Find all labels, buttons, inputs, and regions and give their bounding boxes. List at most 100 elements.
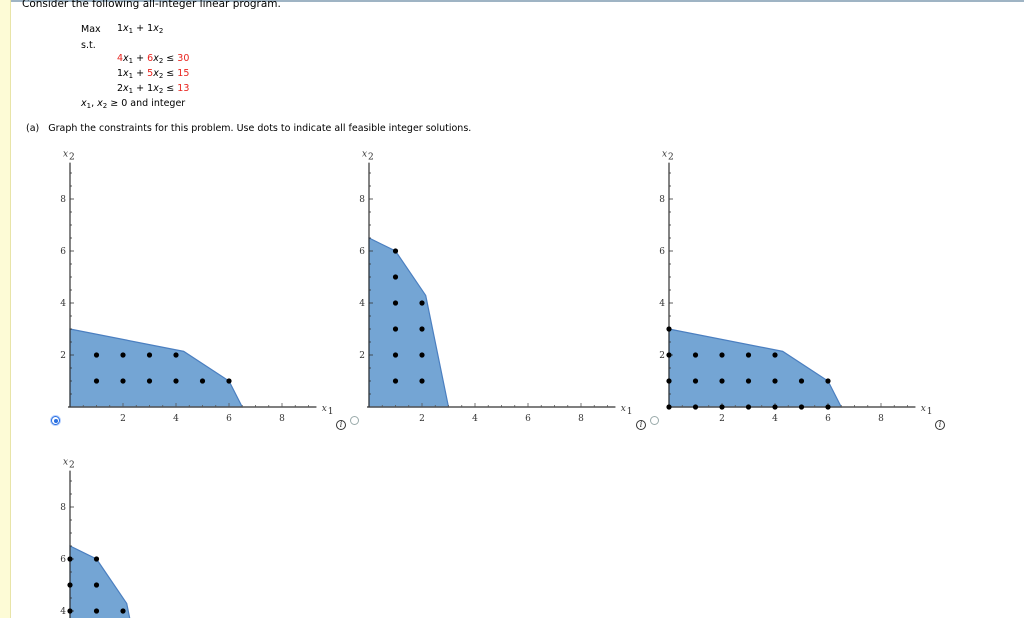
- constraint-3: 2x1 + 1x2 ≤ 13: [117, 83, 190, 95]
- svg-text:2: 2: [69, 461, 75, 471]
- y-tick-label: 8: [60, 503, 66, 513]
- x-tick-label: 2: [719, 414, 725, 424]
- integer-solution-dot: [173, 378, 179, 384]
- nonnegativity-constraint: x1, x2 ≥ 0 and integer: [81, 98, 186, 110]
- y-tick-label: 8: [359, 195, 365, 205]
- y-tick-label: 4: [60, 299, 66, 309]
- x-axis-label: x: [621, 404, 626, 414]
- integer-solution-dot: [692, 404, 699, 410]
- integer-solution-dot: [419, 326, 425, 332]
- y-tick-label: 6: [60, 555, 66, 565]
- part-a-label: (a): [26, 123, 40, 134]
- integer-solution-dot: [692, 378, 699, 384]
- integer-solution-dot: [173, 352, 179, 358]
- svg-text:1: 1: [627, 407, 633, 417]
- integer-solution-dot: [392, 378, 399, 384]
- integer-solution-dot: [825, 404, 831, 410]
- y-tick-label: 8: [659, 195, 665, 205]
- integer-solution-dot: [146, 352, 153, 358]
- integer-solution-dot: [745, 404, 752, 410]
- info-icon-option-1[interactable]: i: [336, 420, 346, 430]
- y-tick-label: 4: [359, 299, 365, 309]
- integer-solution-dot: [93, 378, 100, 384]
- integer-solution-dot: [798, 378, 805, 384]
- integer-solution-dot: [419, 378, 425, 384]
- integer-solution-dot: [67, 556, 73, 562]
- top-border: [0, 0, 1024, 2]
- integer-solution-dot: [392, 248, 399, 254]
- x-tick-label: 8: [878, 414, 884, 424]
- svg-text:1: 1: [927, 407, 933, 417]
- integer-solution-dot: [745, 352, 752, 358]
- info-icon-option-2[interactable]: i: [636, 420, 646, 430]
- objective-expression: 1x1 + 1x2: [117, 23, 164, 35]
- svg-text:2: 2: [668, 153, 674, 163]
- x-tick-label: 6: [825, 414, 831, 424]
- x-tick-label: 2: [120, 414, 126, 424]
- integer-solution-dot: [93, 352, 100, 358]
- x-tick-label: 8: [279, 414, 285, 424]
- constraint-2: 1x1 + 5x2 ≤ 15: [117, 68, 190, 80]
- y-tick-label: 2: [60, 351, 66, 361]
- integer-solution-dot: [666, 378, 672, 384]
- integer-solution-dot: [772, 352, 778, 358]
- integer-solution-dot: [120, 608, 126, 614]
- feasible-region: [69, 545, 131, 618]
- objective-label: Max: [81, 24, 101, 35]
- x-tick-label: 6: [525, 414, 531, 424]
- radio-option-2[interactable]: [350, 416, 359, 425]
- y-axis-label: x: [662, 150, 667, 160]
- x-tick-label: 4: [173, 414, 179, 424]
- y-axis-label: x: [63, 458, 68, 468]
- integer-solution-dot: [67, 608, 73, 614]
- integer-solution-dot: [392, 274, 399, 280]
- y-tick-label: 6: [60, 247, 66, 257]
- x-axis-label: x: [322, 404, 327, 414]
- y-tick-label: 2: [659, 351, 665, 361]
- x-tick-label: 4: [772, 414, 778, 424]
- integer-solution-dot: [772, 378, 778, 384]
- integer-solution-dot: [392, 300, 399, 306]
- integer-solution-dot: [226, 378, 232, 384]
- integer-solution-dot: [392, 352, 399, 358]
- x-axis-label: x: [921, 404, 926, 414]
- svg-text:2: 2: [368, 153, 374, 163]
- part-a-instruction: (a) Graph the constraints for this proble…: [26, 123, 472, 134]
- intro-text: Consider the following all-integer linea…: [22, 0, 281, 10]
- feasible-region: [668, 328, 843, 408]
- integer-solution-dot: [692, 352, 699, 358]
- left-sidebar-bar: [0, 0, 11, 618]
- integer-solution-dot: [666, 326, 672, 332]
- radio-option-1[interactable]: [51, 416, 60, 425]
- y-tick-label: 4: [659, 299, 665, 309]
- integer-solution-dot: [825, 378, 831, 384]
- svg-text:1: 1: [328, 407, 334, 417]
- feasible-region: [69, 328, 244, 408]
- x-tick-label: 4: [472, 414, 478, 424]
- graph-option-4: 4 6 8 x 2: [60, 458, 131, 618]
- integer-solution-dot: [745, 378, 752, 384]
- st-label: s.t.: [81, 40, 96, 51]
- radio-option-3[interactable]: [650, 416, 659, 425]
- integer-solution-dot: [719, 352, 725, 358]
- integer-solution-dot: [666, 352, 672, 358]
- y-axis-label: x: [63, 150, 68, 160]
- integer-solution-dot: [93, 582, 100, 588]
- integer-solution-dot: [146, 378, 153, 384]
- info-icon-option-3[interactable]: i: [935, 420, 945, 430]
- integer-solution-dot: [419, 352, 425, 358]
- integer-solution-dot: [798, 404, 805, 410]
- y-tick-label: 2: [359, 351, 365, 361]
- integer-solution-dot: [93, 556, 100, 562]
- x-tick-label: 2: [419, 414, 425, 424]
- integer-solution-dot: [666, 404, 672, 410]
- integer-solution-dot: [719, 404, 725, 410]
- y-tick-label: 4: [60, 607, 66, 617]
- y-tick-label: 6: [359, 247, 365, 257]
- integer-solution-dot: [199, 378, 206, 384]
- integer-solution-dot: [93, 608, 100, 614]
